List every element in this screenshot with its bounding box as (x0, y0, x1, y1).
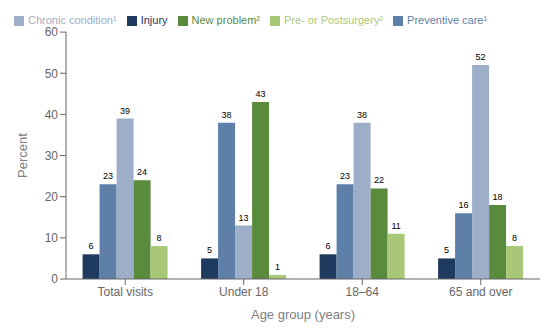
svg-text:0: 0 (51, 272, 58, 286)
html-text:Preventive care¹: Preventive care¹ (407, 14, 488, 26)
svg-text:38: 38 (357, 110, 367, 120)
svg-text:23: 23 (340, 171, 350, 181)
svg-text:5: 5 (444, 245, 449, 255)
svg-text:38: 38 (222, 110, 232, 120)
svg-text:65 and over: 65 and over (449, 285, 512, 299)
svg-text:40: 40 (45, 108, 59, 122)
svg-text:52: 52 (476, 52, 486, 62)
svg-text:23: 23 (103, 171, 113, 181)
svg-text:30: 30 (45, 149, 59, 163)
html-text:Pre- or Postsurgery²: Pre- or Postsurgery² (284, 14, 384, 26)
html-text:Injury: Injury (140, 14, 168, 26)
svg-text:1: 1 (275, 262, 280, 272)
svg-text:5: 5 (207, 245, 212, 255)
svg-text:60: 60 (45, 25, 59, 39)
svg-text:16: 16 (459, 200, 469, 210)
svg-text:8: 8 (157, 233, 162, 243)
svg-text:Age group (years): Age group (years) (251, 307, 355, 322)
svg-text:10: 10 (45, 231, 59, 245)
svg-text:43: 43 (256, 89, 266, 99)
html-text:New problem²: New problem² (191, 14, 260, 26)
svg-text:6: 6 (326, 241, 331, 251)
svg-text:39: 39 (120, 106, 130, 116)
svg-text:50: 50 (45, 67, 59, 81)
svg-text:20: 20 (45, 190, 59, 204)
svg-text:Total visits: Total visits (98, 285, 153, 299)
svg-text:13: 13 (239, 213, 249, 223)
svg-text:18: 18 (493, 192, 503, 202)
svg-text:11: 11 (391, 221, 400, 231)
svg-text:6: 6 (89, 241, 94, 251)
svg-text:Percent: Percent (15, 133, 30, 178)
svg-text:18–64: 18–64 (346, 285, 380, 299)
svg-text:24: 24 (137, 167, 147, 177)
html-text:Chronic condition¹: Chronic condition¹ (28, 14, 117, 26)
svg-text:8: 8 (512, 233, 517, 243)
svg-text:22: 22 (374, 175, 384, 185)
svg-text:Under 18: Under 18 (219, 285, 269, 299)
